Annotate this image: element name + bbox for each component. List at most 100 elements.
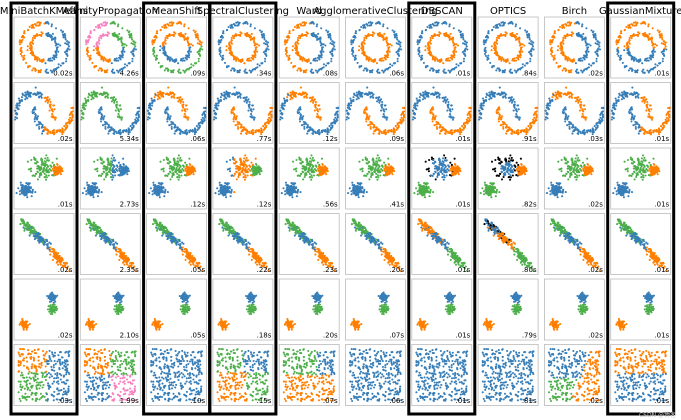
data-point xyxy=(56,360,59,363)
data-point xyxy=(37,381,41,384)
data-point xyxy=(187,377,190,380)
data-point xyxy=(173,241,177,244)
data-point xyxy=(26,29,30,32)
data-point xyxy=(150,391,153,394)
data-point xyxy=(14,112,18,115)
data-point xyxy=(37,348,40,351)
data-point xyxy=(53,306,56,309)
data-point xyxy=(24,392,27,395)
data-point xyxy=(97,47,100,51)
data-point xyxy=(47,171,50,174)
data-point xyxy=(159,387,162,390)
data-point xyxy=(49,373,52,376)
data-point xyxy=(161,182,164,185)
data-point xyxy=(130,351,133,354)
data-point xyxy=(22,58,25,61)
data-point xyxy=(45,163,48,167)
data-point xyxy=(197,57,200,60)
data-point xyxy=(114,376,118,379)
data-point xyxy=(183,25,186,28)
data-point xyxy=(150,380,153,383)
data-point xyxy=(146,118,149,121)
data-point xyxy=(112,373,115,376)
data-point xyxy=(93,349,96,352)
data-point xyxy=(120,166,123,169)
data-point xyxy=(31,53,34,56)
runtime-label: 2.73s xyxy=(120,201,140,209)
data-point xyxy=(33,58,37,61)
data-point xyxy=(80,109,83,112)
data-point xyxy=(38,398,41,401)
data-point xyxy=(109,395,113,398)
data-point xyxy=(57,382,60,385)
data-point xyxy=(86,181,89,184)
data-point xyxy=(95,182,98,185)
data-point xyxy=(93,45,96,48)
data-point xyxy=(148,117,151,120)
data-point xyxy=(45,375,48,378)
data-point xyxy=(102,384,105,387)
data-point xyxy=(34,399,37,402)
data-point xyxy=(128,393,131,396)
data-point xyxy=(121,261,125,264)
data-point xyxy=(181,250,184,253)
data-point xyxy=(36,59,39,62)
scatter-panel-noisy-circles: .09s xyxy=(146,16,208,79)
data-point xyxy=(189,168,192,171)
data-point xyxy=(89,222,92,225)
data-point xyxy=(64,38,67,41)
data-point xyxy=(97,227,100,230)
data-point xyxy=(183,109,186,112)
data-point xyxy=(104,398,107,401)
data-point xyxy=(133,385,137,388)
data-point xyxy=(150,351,153,354)
data-point xyxy=(53,303,56,306)
data-point xyxy=(96,158,99,162)
data-point xyxy=(67,385,70,388)
data-point xyxy=(126,29,129,32)
data-point xyxy=(26,49,29,52)
data-point xyxy=(87,96,90,99)
data-point xyxy=(118,255,121,258)
data-point xyxy=(116,25,119,28)
data-point xyxy=(104,387,107,390)
scatter-points xyxy=(14,86,75,136)
data-point xyxy=(117,38,120,41)
data-point xyxy=(20,386,23,389)
data-point xyxy=(119,108,122,111)
data-point xyxy=(197,382,200,385)
data-point xyxy=(123,382,126,385)
data-point xyxy=(99,372,103,375)
data-point xyxy=(162,357,165,360)
data-point xyxy=(57,63,60,66)
data-point xyxy=(152,360,155,363)
data-point xyxy=(170,362,174,366)
data-point xyxy=(51,132,54,135)
data-point xyxy=(49,35,52,38)
data-point xyxy=(188,360,192,363)
data-point xyxy=(172,237,175,240)
data-point xyxy=(49,253,52,256)
data-point xyxy=(31,191,34,194)
data-point xyxy=(111,167,115,170)
data-point xyxy=(93,189,96,192)
data-point xyxy=(31,188,34,191)
data-point xyxy=(161,224,164,227)
data-point xyxy=(46,101,49,104)
data-point xyxy=(28,370,31,373)
data-point xyxy=(159,29,162,32)
data-point xyxy=(97,191,100,194)
data-point xyxy=(65,393,68,396)
data-point xyxy=(135,113,138,116)
data-point xyxy=(200,355,203,358)
data-point xyxy=(28,376,31,379)
data-point xyxy=(17,370,20,373)
data-point xyxy=(30,350,34,353)
data-point xyxy=(56,388,59,391)
data-point xyxy=(200,41,203,44)
data-point xyxy=(48,109,51,112)
data-point xyxy=(100,375,103,378)
data-point xyxy=(47,387,50,390)
data-point xyxy=(170,127,173,130)
